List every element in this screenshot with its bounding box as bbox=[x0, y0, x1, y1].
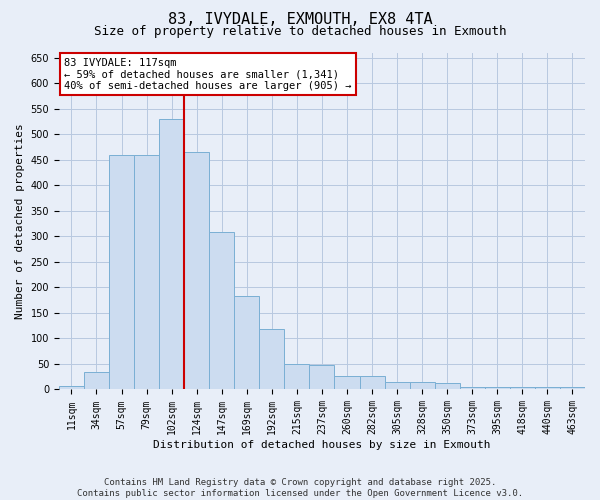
Bar bbox=[159, 119, 184, 390]
Text: Size of property relative to detached houses in Exmouth: Size of property relative to detached ho… bbox=[94, 25, 506, 38]
Bar bbox=[485, 387, 510, 390]
Bar bbox=[310, 365, 334, 390]
Bar bbox=[134, 154, 159, 390]
Bar bbox=[109, 154, 134, 390]
Bar bbox=[259, 329, 284, 390]
Text: Contains HM Land Registry data © Crown copyright and database right 2025.
Contai: Contains HM Land Registry data © Crown c… bbox=[77, 478, 523, 498]
Bar bbox=[284, 364, 310, 390]
Text: 83 IVYDALE: 117sqm
← 59% of detached houses are smaller (1,341)
40% of semi-deta: 83 IVYDALE: 117sqm ← 59% of detached hou… bbox=[64, 58, 352, 91]
Bar bbox=[535, 387, 560, 390]
Bar bbox=[410, 382, 434, 390]
Bar bbox=[334, 376, 359, 390]
Bar bbox=[234, 296, 259, 390]
Bar bbox=[560, 387, 585, 390]
Text: 83, IVYDALE, EXMOUTH, EX8 4TA: 83, IVYDALE, EXMOUTH, EX8 4TA bbox=[167, 12, 433, 28]
Bar bbox=[184, 152, 209, 390]
Bar bbox=[385, 382, 410, 390]
Bar bbox=[510, 387, 535, 390]
X-axis label: Distribution of detached houses by size in Exmouth: Distribution of detached houses by size … bbox=[153, 440, 491, 450]
Bar bbox=[84, 372, 109, 390]
Bar bbox=[359, 376, 385, 390]
Bar bbox=[209, 232, 234, 390]
Y-axis label: Number of detached properties: Number of detached properties bbox=[15, 123, 25, 319]
Bar bbox=[434, 384, 460, 390]
Bar bbox=[460, 387, 485, 390]
Bar bbox=[59, 386, 84, 390]
